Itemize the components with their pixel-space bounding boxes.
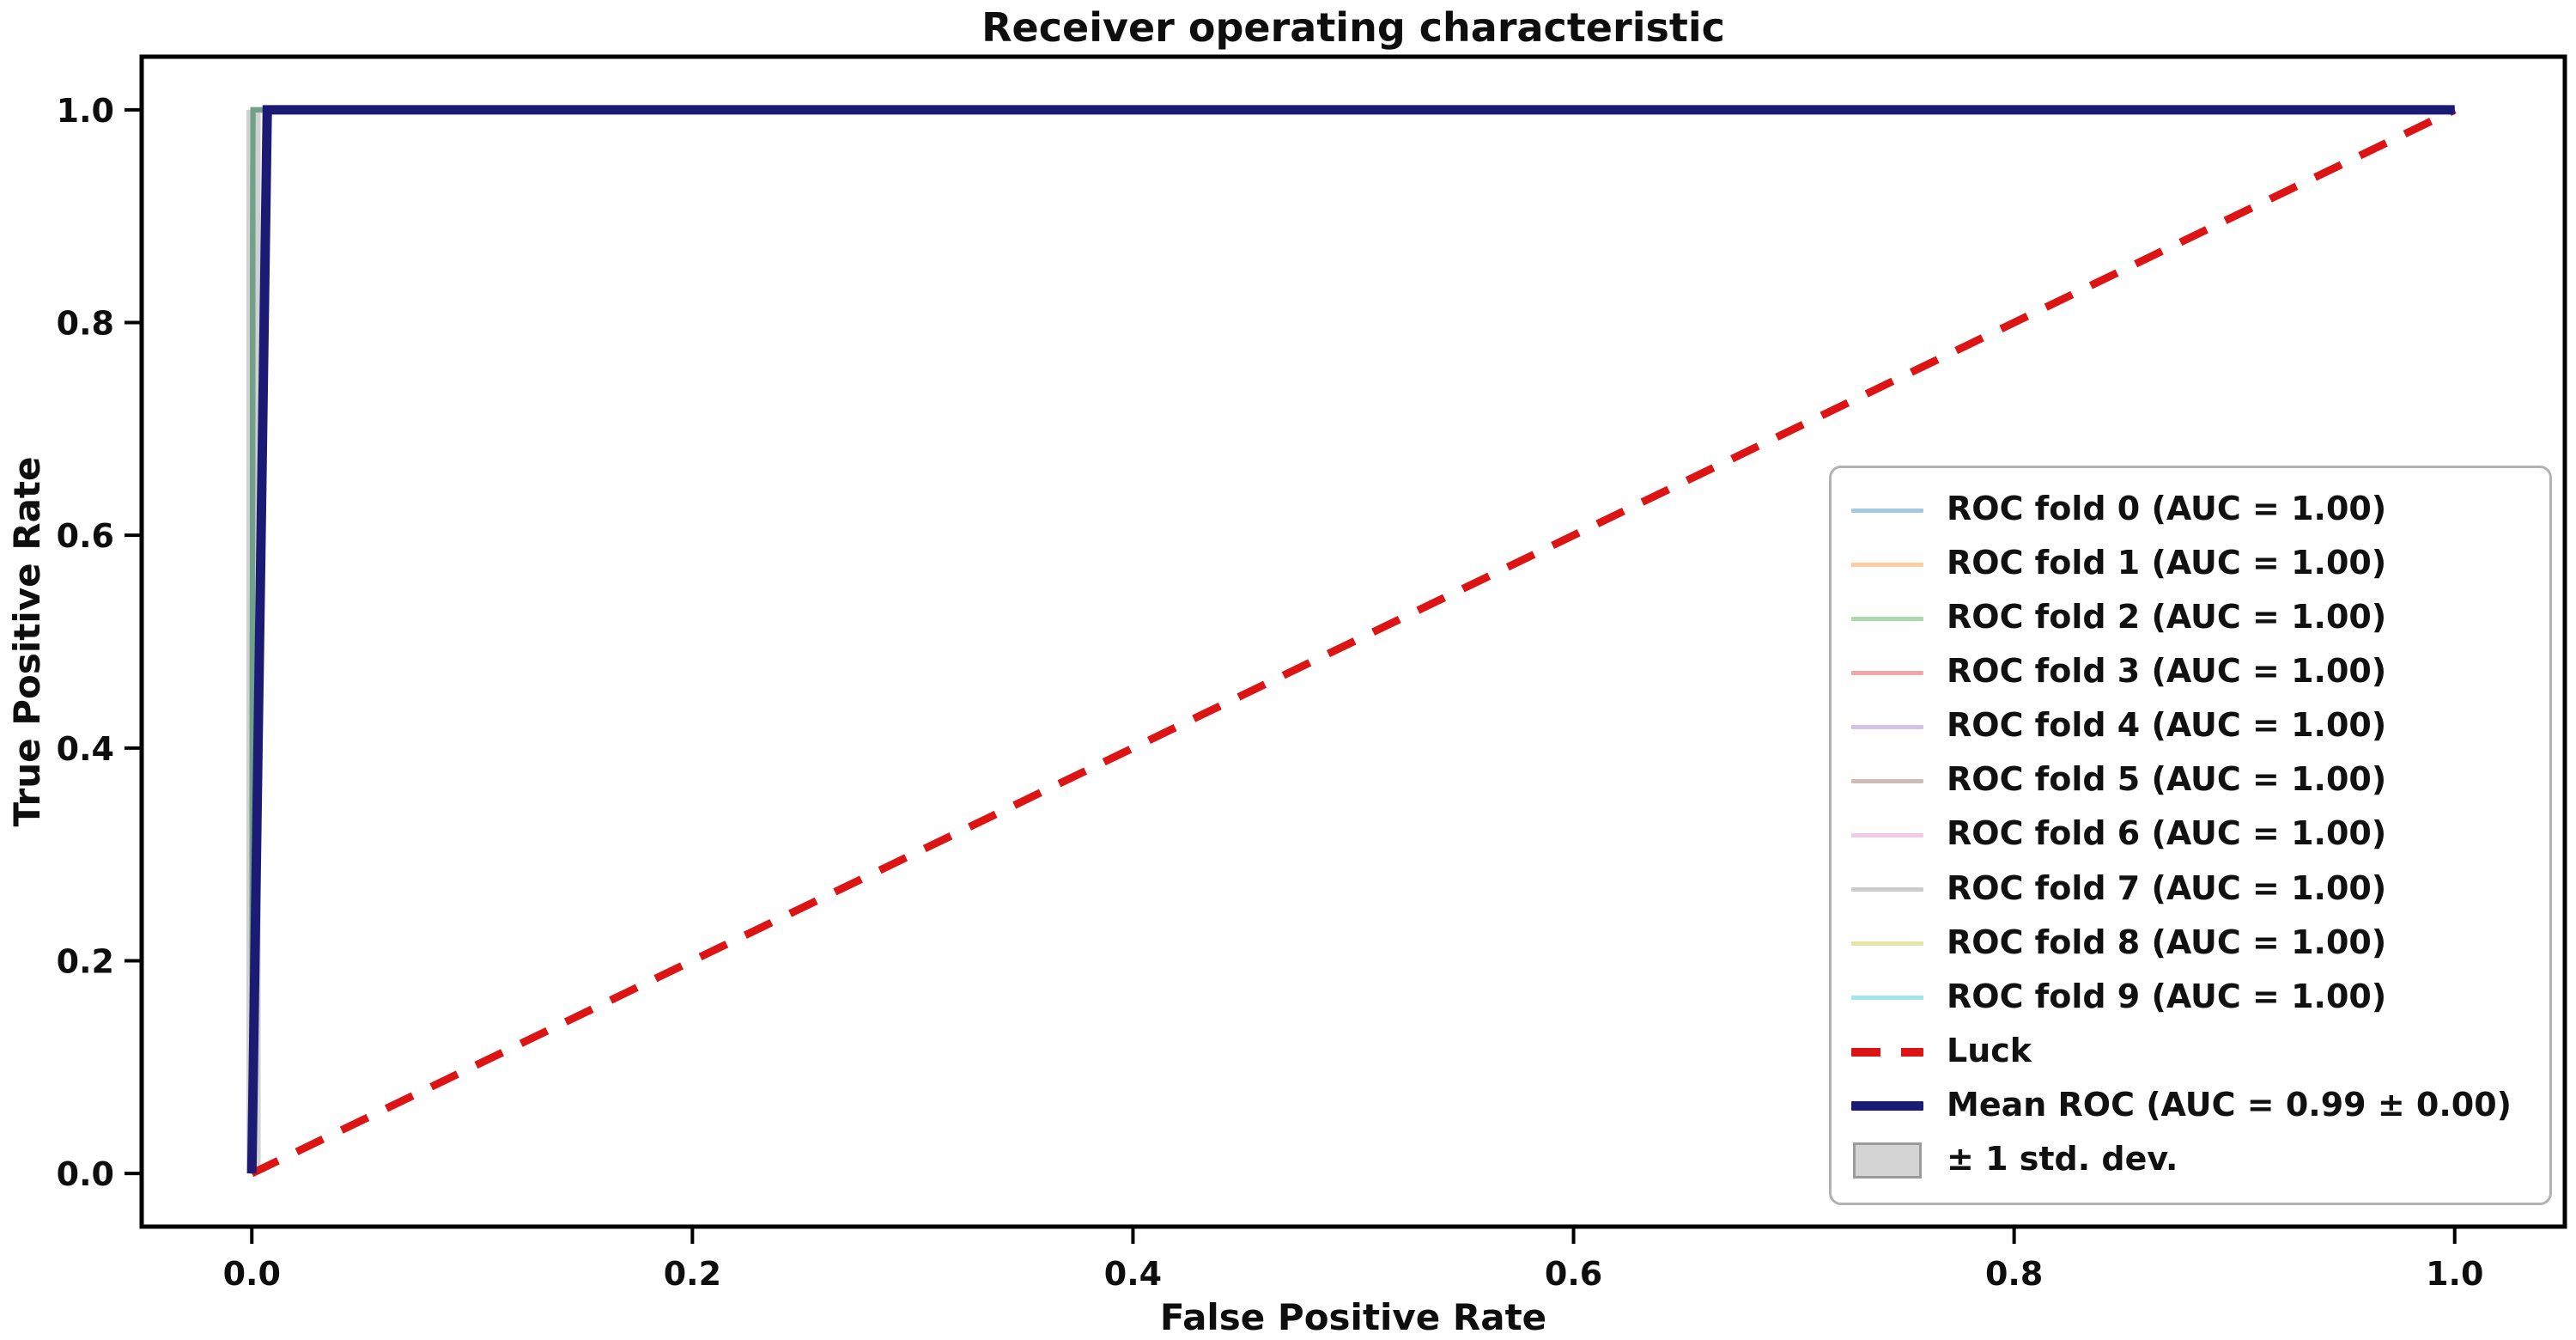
legend-swatch-line (1851, 724, 1923, 729)
legend-swatch-line (1851, 508, 1923, 513)
legend-label: ROC fold 2 (AUC = 1.00) (1947, 598, 2387, 636)
legend-swatch-patch (1851, 1142, 1923, 1179)
chart-title: Receiver operating characteristic (981, 4, 1725, 51)
y-tick-label: 0.6 (57, 517, 114, 555)
legend-label: ± 1 std. dev. (1947, 1139, 2178, 1178)
roc-fold-6-auc-1-00-swatch-icon (1851, 832, 1923, 838)
legend-swatch-line (1851, 1047, 1923, 1057)
x-tick-label: 0.8 (1985, 1255, 2043, 1293)
luck-line (250, 106, 2457, 1178)
x-tick-label: 1.0 (2426, 1255, 2483, 1293)
x-tick-label: 0.6 (1545, 1255, 1602, 1293)
y-tick-label: 0.8 (57, 305, 114, 343)
legend-swatch-line (1851, 616, 1923, 621)
legend-swatch-line (1851, 1101, 1923, 1112)
legend-swatch-line (1851, 941, 1923, 947)
tick-layer: 0.0 0.2 0.4 0.6 0.8 1.0 0.0 0.2 0.4 0.6 0.8 1.0 (57, 92, 2484, 1293)
legend-entry-roc-fold-4-auc-1-00: ROC fold 4 (AUC = 1.00) (1851, 702, 2541, 752)
y-tick-label: 1.0 (57, 92, 114, 130)
legend-label: ROC fold 6 (AUC = 1.00) (1947, 814, 2387, 853)
roc-fold-3-auc-1-00-swatch-icon (1851, 670, 1923, 675)
curves-layer (246, 105, 2457, 1178)
legend-label: ROC fold 8 (AUC = 1.00) (1947, 923, 2387, 961)
legend-swatch-line (1851, 670, 1923, 675)
roc-fold-9-auc-1-00-swatch-icon (1851, 996, 1923, 1001)
roc-fold-8-auc-1-00-swatch-icon (1851, 941, 1923, 947)
legend-entry-mean-roc-auc-0-99-0-00: Mean ROC (AUC = 0.99 ± 0.00) (1851, 1081, 2541, 1131)
y-tick-label: 0.2 (57, 942, 114, 980)
legend-entry-roc-fold-2-auc-1-00: ROC fold 2 (AUC = 1.00) (1851, 594, 2541, 643)
x-tick-label: 0.2 (664, 1255, 721, 1293)
legend-entry-roc-fold-6-auc-1-00: ROC fold 6 (AUC = 1.00) (1851, 810, 2541, 860)
legend-label: Luck (1947, 1031, 2032, 1069)
legend-swatch-line (1851, 887, 1923, 892)
y-axis-label: True Positive Rate (6, 457, 48, 827)
legend-entry-luck: Luck (1851, 1027, 2541, 1077)
mean-roc-auc-0-99-0-00-line (246, 105, 2455, 1174)
x-tick-label: 0.4 (1104, 1255, 1162, 1293)
y-tick-label: 0.4 (57, 730, 114, 768)
legend-entry-roc-fold-5-auc-1-00: ROC fold 5 (AUC = 1.00) (1851, 756, 2541, 806)
legend-label: ROC fold 4 (AUC = 1.00) (1947, 706, 2387, 745)
roc-fold-1-auc-1-00-swatch-icon (1851, 562, 1923, 567)
legend-entry-roc-fold-3-auc-1-00: ROC fold 3 (AUC = 1.00) (1851, 648, 2541, 697)
legend-label: Mean ROC (AUC = 0.99 ± 0.00) (1947, 1085, 2512, 1124)
legend-entry-roc-fold-0-auc-1-00: ROC fold 0 (AUC = 1.00) (1851, 485, 2541, 535)
roc-fold-5-auc-1-00-swatch-icon (1851, 778, 1923, 783)
legend-label: ROC fold 3 (AUC = 1.00) (1947, 652, 2387, 691)
luck-swatch-icon (1851, 1047, 1923, 1057)
roc-fold-7-auc-1-00-swatch-icon (1851, 887, 1923, 892)
std-dev-patch-icon (1853, 1142, 1922, 1179)
mean-roc-auc-0-99-0-00-swatch-icon (1851, 1101, 1923, 1112)
legend-swatch-line (1851, 562, 1923, 567)
roc-fold-2-auc-1-00-swatch-icon (1851, 616, 1923, 621)
legend-entry-roc-fold-1-auc-1-00: ROC fold 1 (AUC = 1.00) (1851, 539, 2541, 589)
roc-fold-4-auc-1-00-swatch-icon (1851, 724, 1923, 729)
legend: ROC fold 0 (AUC = 1.00) ROC fold 1 (AUC =… (1829, 466, 2552, 1205)
legend-label: ROC fold 1 (AUC = 1.00) (1947, 544, 2387, 582)
legend-label: ROC fold 0 (AUC = 1.00) (1947, 490, 2387, 527)
legend-entry-roc-fold-9-auc-1-00: ROC fold 9 (AUC = 1.00) (1851, 973, 2541, 1023)
legend-entry-roc-fold-7-auc-1-00: ROC fold 7 (AUC = 1.00) (1851, 865, 2541, 915)
roc-fold-0-auc-1-00-swatch-icon (1851, 508, 1923, 513)
x-axis-label: False Positive Rate (1160, 1296, 1546, 1338)
x-tick-label: 0.0 (223, 1255, 281, 1293)
axes-frame-layer (139, 54, 2567, 1229)
legend-label: ROC fold 5 (AUC = 1.00) (1947, 760, 2387, 799)
legend-swatch-line (1851, 778, 1923, 783)
legend-label: ROC fold 9 (AUC = 1.00) (1947, 977, 2387, 1015)
y-tick-label: 0.0 (57, 1155, 114, 1193)
axes-frame (139, 54, 2567, 1229)
legend-swatch-line (1851, 996, 1923, 1001)
legend-entry-1-std-dev: ± 1 std. dev. (1851, 1136, 2541, 1185)
legend-entry-roc-fold-8-auc-1-00: ROC fold 8 (AUC = 1.00) (1851, 919, 2541, 969)
legend-swatch-line (1851, 832, 1923, 838)
legend-label: ROC fold 7 (AUC = 1.00) (1947, 868, 2387, 907)
